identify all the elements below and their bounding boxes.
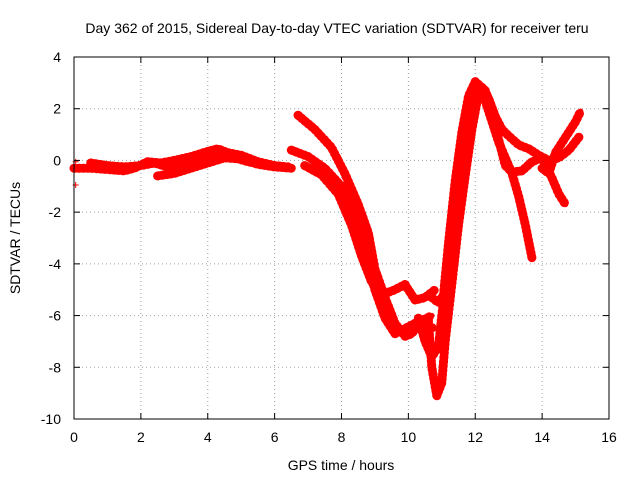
data-traces — [69, 77, 586, 401]
y-tick-label: -4 — [49, 256, 62, 272]
series-trace-3 — [86, 149, 273, 172]
x-axis-label: GPS time / hours — [288, 457, 395, 473]
series-markers — [293, 110, 437, 341]
series-markers — [86, 149, 273, 172]
y-tick-label: -2 — [49, 204, 62, 220]
y-tick-labels: -10 -8 -6 -4 -2 0 2 4 — [41, 49, 61, 427]
series-trace-5 — [286, 145, 440, 339]
x-tick-label: 12 — [467, 429, 483, 445]
axis-ticks — [73, 56, 610, 420]
series-markers — [423, 88, 537, 401]
x-tick-label: 4 — [204, 429, 212, 445]
x-tick-label: 0 — [70, 429, 78, 445]
series-markers — [300, 161, 440, 305]
series-trace-10 — [537, 106, 586, 178]
x-tick-label: 10 — [401, 429, 417, 445]
y-tick-label: -6 — [49, 308, 62, 324]
y-tick-label: 0 — [53, 152, 61, 168]
y-tick-label: -8 — [49, 359, 62, 375]
x-tick-label: 2 — [137, 429, 145, 445]
series-markers — [537, 106, 586, 178]
grid-lines — [74, 57, 609, 419]
x-tick-labels: 0 2 4 6 8 10 12 14 16 — [70, 429, 617, 445]
y-tick-label: 2 — [53, 101, 61, 117]
series-trace-6 — [300, 161, 440, 305]
x-tick-label: 6 — [271, 429, 279, 445]
x-tick-label: 16 — [601, 429, 617, 445]
series-markers — [286, 145, 440, 339]
series-markers — [427, 77, 570, 308]
y-tick-label: 4 — [53, 49, 61, 65]
y-tick-label: -10 — [41, 411, 61, 427]
series-trace-8 — [423, 88, 537, 401]
x-tick-label: 8 — [338, 429, 346, 445]
x-tick-label: 14 — [534, 429, 550, 445]
y-axis-label: SDTVAR / TECUs — [7, 182, 23, 294]
chart-title: Day 362 of 2015, Sidereal Day-to-day VTE… — [85, 20, 588, 36]
series-trace-9 — [427, 77, 570, 308]
series-trace-4 — [293, 110, 437, 341]
